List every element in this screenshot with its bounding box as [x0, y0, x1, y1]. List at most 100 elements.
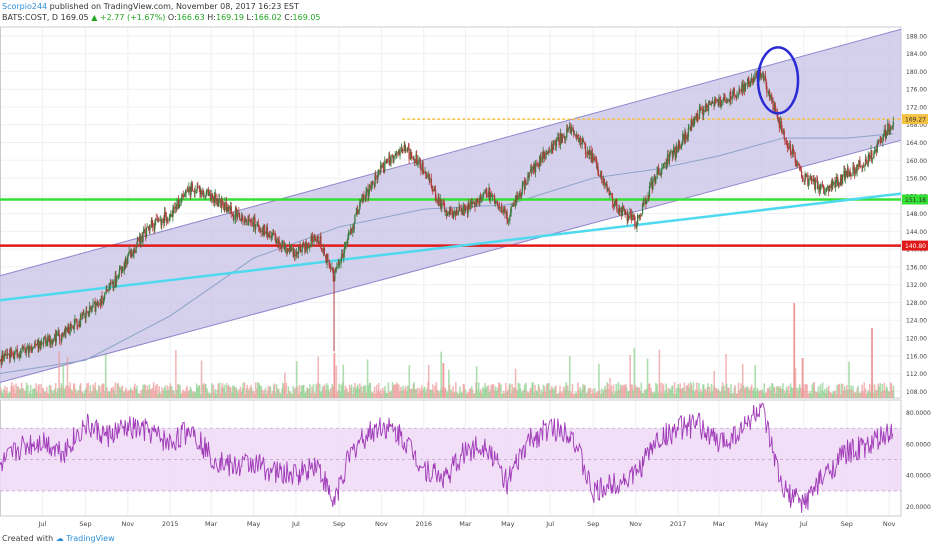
volume-bar: [825, 387, 828, 398]
candle-body: [94, 302, 96, 312]
volume-bar: [748, 390, 751, 398]
candle-body: [731, 96, 733, 100]
candle-body: [790, 151, 792, 155]
candle-body: [662, 163, 665, 169]
candle-body: [326, 253, 328, 263]
candle-body: [532, 166, 535, 170]
candle-body: [446, 214, 448, 216]
candle-body: [527, 175, 530, 178]
candle-body: [652, 177, 654, 189]
candle-body: [265, 232, 267, 234]
y-tick-label: 124.00: [906, 318, 927, 325]
candle-body: [382, 162, 385, 170]
candle-body: [739, 89, 741, 91]
candle-body: [480, 197, 483, 200]
candle-body: [238, 212, 240, 215]
candle-body: [310, 236, 312, 246]
candle-body: [590, 150, 592, 160]
candle-body: [416, 154, 418, 165]
candle-body: [683, 133, 685, 140]
rsi-tick-label: 80.0000: [906, 410, 931, 417]
candle-body: [509, 215, 511, 222]
candle-body: [539, 155, 541, 167]
volume-bar: [723, 391, 726, 398]
volume-bar: [171, 389, 174, 398]
candle-body: [418, 158, 421, 160]
candle-body: [151, 220, 153, 223]
volume-bar: [759, 389, 761, 398]
tradingview-logo-icon: ☁: [55, 534, 64, 543]
candle-body: [780, 121, 782, 128]
candle-body: [7, 353, 9, 355]
candle-body: [750, 80, 752, 82]
volume-bar: [873, 384, 876, 398]
x-tick-label: 2017: [670, 520, 687, 528]
volume-bar: [800, 387, 802, 398]
candle-body: [814, 179, 817, 190]
candle-body: [807, 180, 810, 186]
author-link[interactable]: Scorpio244: [2, 2, 48, 11]
candle-body: [377, 174, 379, 180]
candle-body: [327, 253, 329, 261]
candle-body: [637, 215, 639, 225]
candle-body: [837, 176, 839, 186]
x-tick-label: Nov: [375, 520, 388, 528]
candle-body: [261, 230, 264, 232]
volume-bar: [213, 392, 215, 398]
candle-body: [609, 194, 611, 196]
volume-bar: [75, 392, 78, 398]
candle-body: [488, 188, 490, 197]
volume-bar: [238, 389, 240, 398]
candle-body: [95, 302, 97, 312]
candle-body: [266, 227, 269, 238]
candle-body: [581, 143, 583, 145]
candle-body: [500, 206, 502, 209]
candle-body: [477, 200, 479, 203]
candle-body: [115, 275, 117, 283]
candle-body: [858, 160, 860, 167]
candle-body: [289, 246, 291, 252]
volume-bar: [584, 385, 586, 398]
volume-bar: [842, 390, 845, 398]
candle-body: [338, 263, 340, 265]
candle-body: [172, 207, 175, 209]
candle-body: [296, 251, 298, 255]
volume-bar: [254, 382, 257, 398]
volume-bar: [886, 388, 889, 398]
candle-body: [668, 154, 670, 161]
candle-body: [552, 149, 554, 150]
candle-body: [689, 127, 692, 131]
candle-body: [244, 219, 246, 223]
candle-body: [621, 206, 624, 216]
volume-bar: [175, 350, 177, 398]
volume-bar: [821, 382, 824, 398]
candle-body: [3, 354, 5, 361]
candle-body: [141, 236, 144, 242]
brand-link[interactable]: TradingView: [66, 534, 115, 543]
volume-bar: [248, 388, 251, 398]
candle-body: [425, 171, 427, 176]
candle-body: [493, 195, 496, 204]
candle-body: [254, 225, 257, 230]
candle-body: [356, 209, 358, 212]
volume-bar: [658, 349, 661, 398]
volume-bar: [434, 385, 436, 398]
candle-body: [632, 214, 634, 221]
candle-body: [30, 346, 32, 349]
candle-body: [305, 242, 307, 250]
candle-body: [742, 84, 744, 92]
volume-bar: [715, 388, 718, 398]
candle-body: [855, 169, 857, 175]
candle-body: [471, 201, 473, 205]
candle-body: [376, 177, 378, 180]
volume-bar: [182, 389, 184, 398]
candle-body: [515, 200, 517, 202]
candle-body: [710, 102, 712, 105]
candle-body: [301, 247, 303, 253]
candle-body: [222, 204, 225, 206]
volume-bar: [683, 382, 686, 398]
candle-body: [0, 360, 2, 362]
volume-bar: [636, 386, 638, 398]
candle-body: [101, 295, 103, 304]
